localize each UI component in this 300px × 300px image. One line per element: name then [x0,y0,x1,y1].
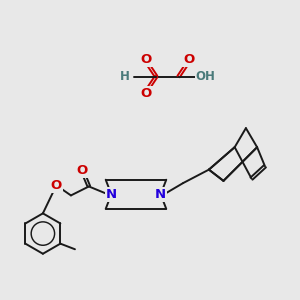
Text: O: O [140,53,152,66]
Text: H: H [120,70,130,83]
Text: N: N [155,188,166,201]
Text: O: O [51,179,62,192]
Text: O: O [183,53,194,66]
Text: O: O [76,164,88,177]
Text: O: O [140,87,152,100]
Text: OH: OH [196,70,215,83]
Text: N: N [106,188,117,201]
